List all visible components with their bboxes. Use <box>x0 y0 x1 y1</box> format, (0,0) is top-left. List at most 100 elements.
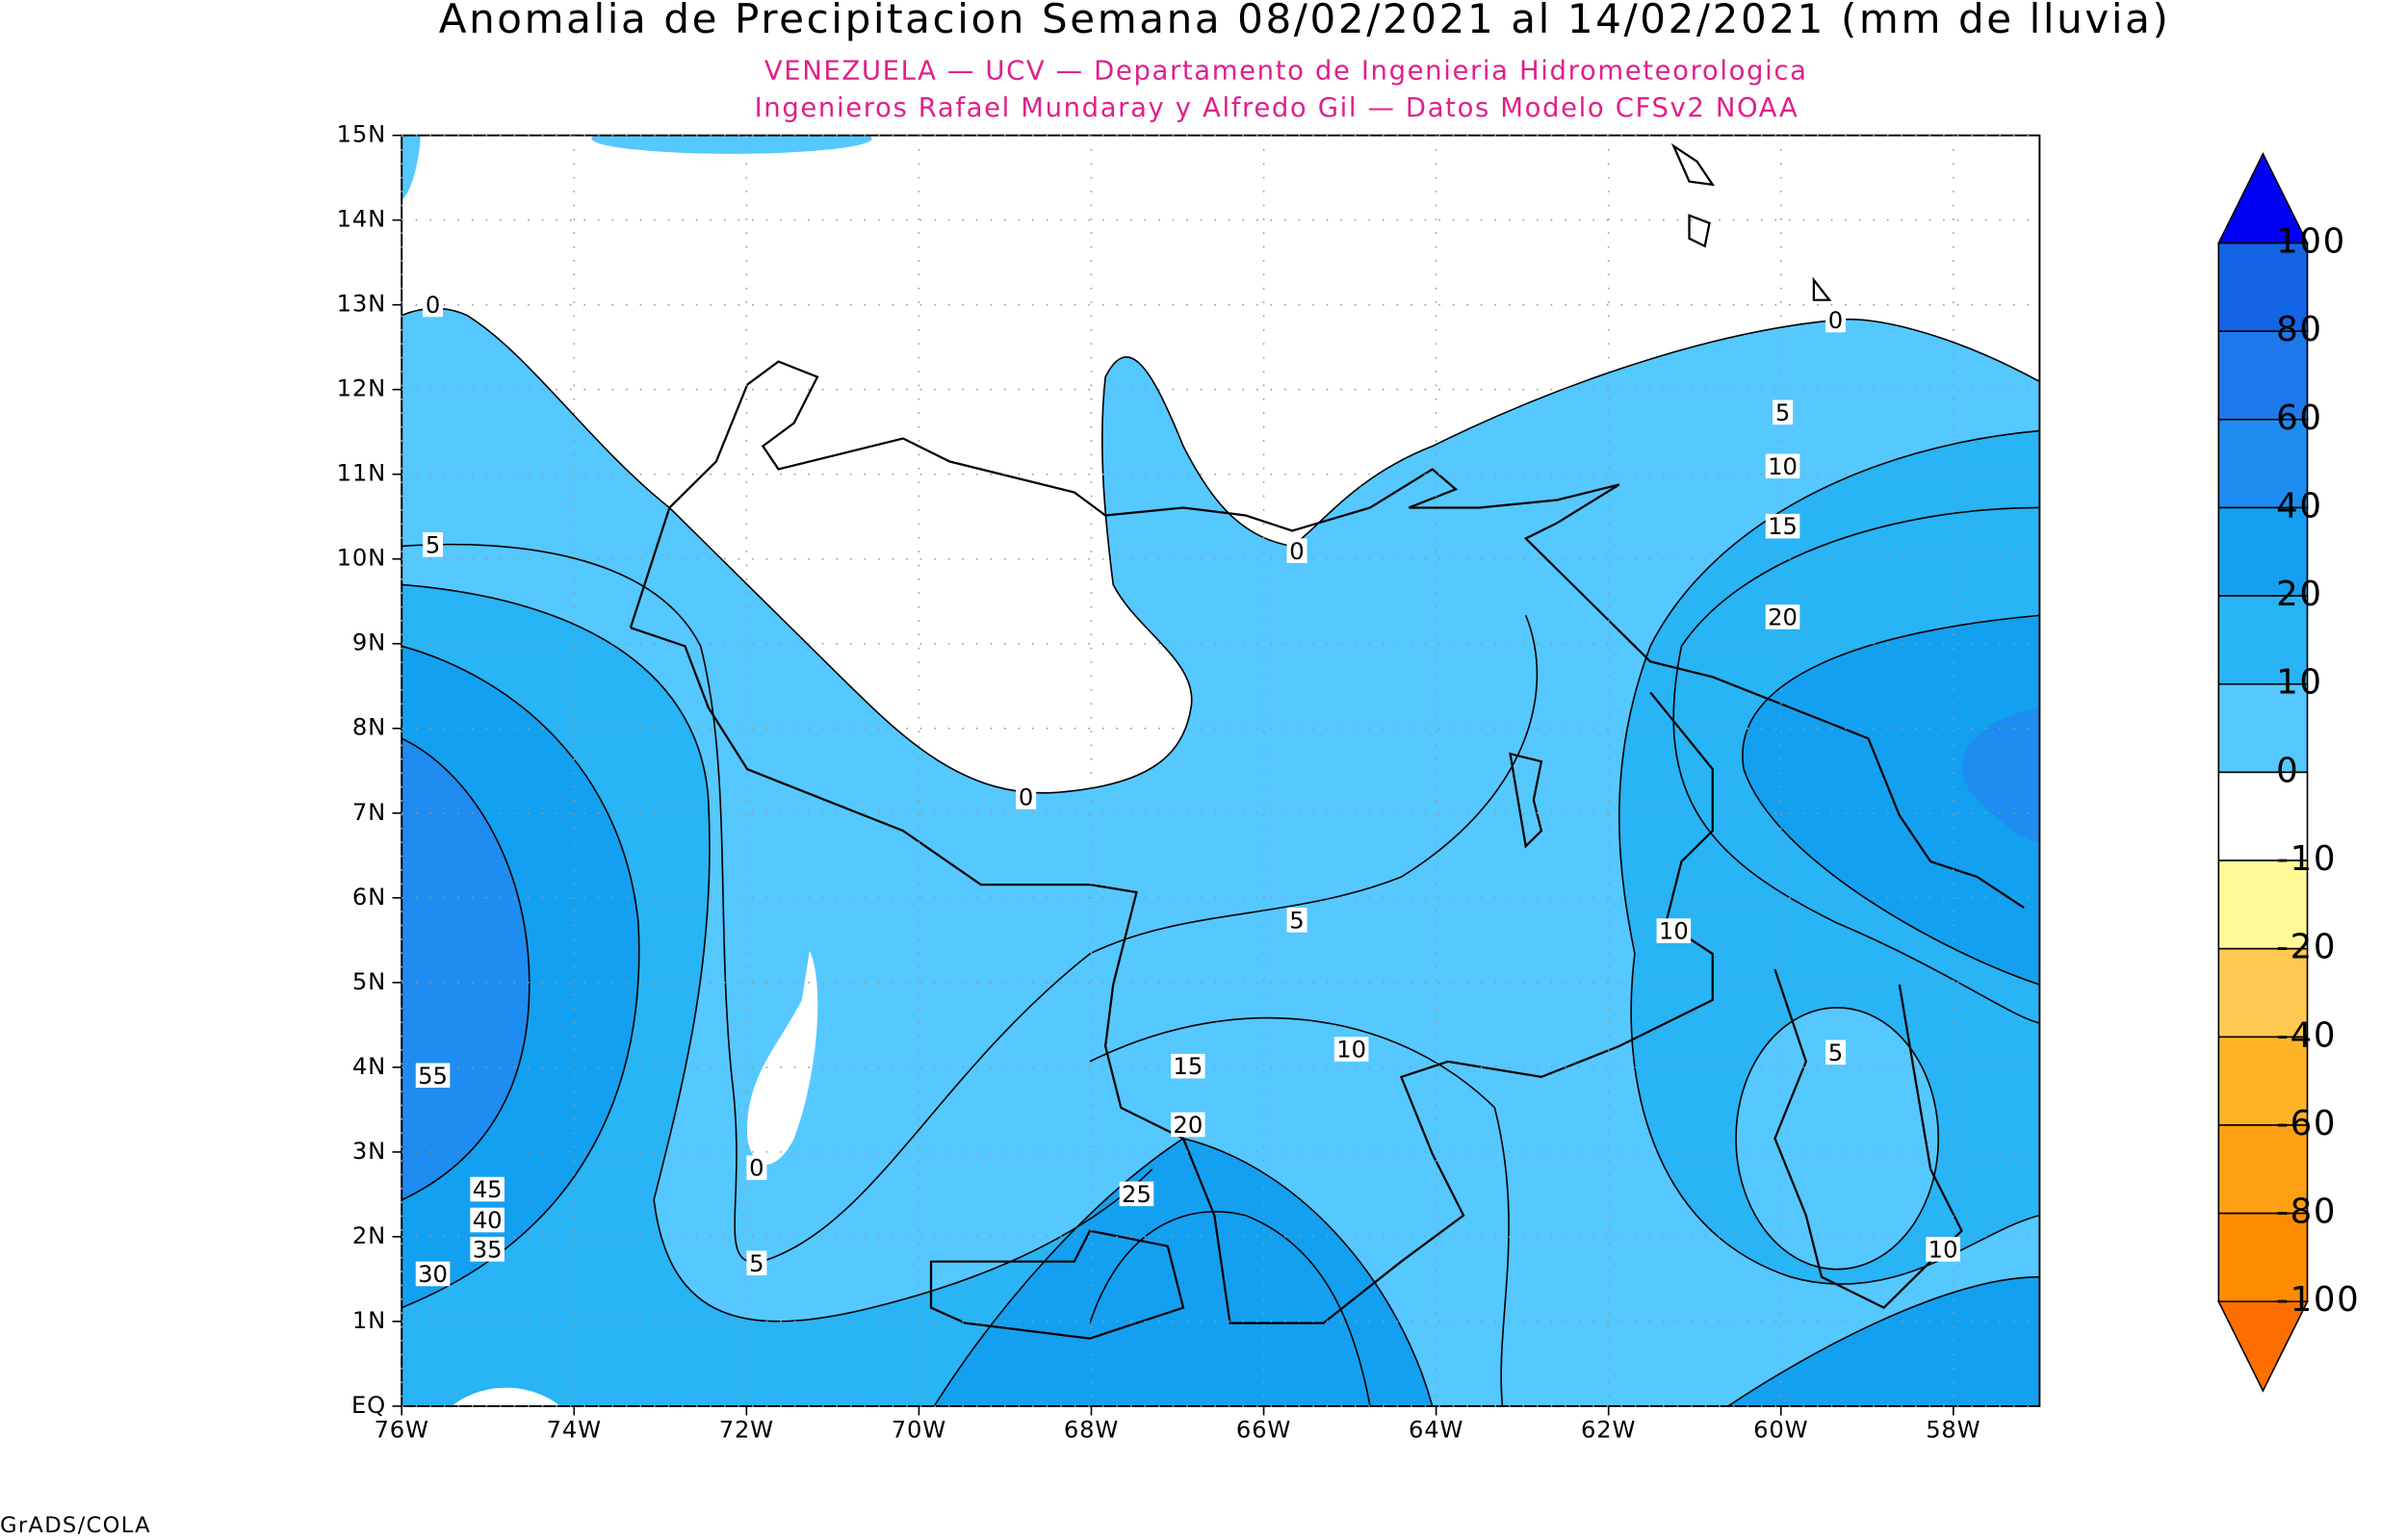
contour-label-bg <box>1286 908 1307 933</box>
contour-label-bg <box>470 1237 505 1262</box>
x-tick-label: 74W <box>547 1417 602 1444</box>
contour-label: 0 <box>749 1155 764 1182</box>
contour-label-bg <box>1171 1112 1205 1138</box>
contour-label: 5 <box>426 532 440 559</box>
contour-label: 0 <box>1828 307 1843 334</box>
contour-label-bg <box>1926 1237 1960 1262</box>
axes: 76W 74W 72W 70W 68W 66W 64W 62W 60W 58W EQ 1N 2N 3N 4N… <box>337 121 2040 1444</box>
contour-label-bg <box>1286 538 1307 564</box>
y-tick-label: 8N <box>352 714 386 741</box>
x-tick-label: 66W <box>1236 1417 1291 1444</box>
colorbar-box <box>2217 771 2309 861</box>
contour-label-bg <box>1765 453 1800 479</box>
contour-label-bg <box>1773 399 1794 425</box>
contour-label-bg <box>1825 307 1847 333</box>
y-tick-label: EQ <box>351 1392 386 1419</box>
colorbar-box <box>2217 1212 2309 1303</box>
contour-label: 0 <box>1289 538 1304 565</box>
colorbar-box <box>2217 595 2309 685</box>
y-tick-label: 5N <box>352 968 386 995</box>
x-tick-label: 76W <box>375 1417 429 1444</box>
colorbar-label: 60 <box>2276 398 2322 438</box>
y-tick-label: 2N <box>352 1222 386 1249</box>
contour-label: 20 <box>1173 1112 1203 1139</box>
contour-label: 10 <box>1768 453 1798 480</box>
contour-label: 40 <box>473 1207 503 1234</box>
colorbar-box <box>2217 419 2309 509</box>
coastline <box>629 142 2025 1340</box>
colorbar-box <box>2217 1124 2309 1215</box>
contour-label-bg <box>415 1261 451 1287</box>
contour-label: 10 <box>1659 918 1689 945</box>
contour-label-bg <box>1016 784 1037 809</box>
contour-label: 5 <box>1775 399 1790 426</box>
y-tick-label: 10N <box>337 545 386 572</box>
contour-label: 15 <box>1173 1053 1203 1080</box>
subtitle: Ingenieros Rafael Mundaray y Alfredo Gil… <box>755 93 1799 123</box>
x-tick-label: 58W <box>1926 1417 1980 1444</box>
contour-label: 25 <box>1122 1181 1152 1208</box>
contour-label-bg <box>423 292 444 318</box>
contour-label: 10 <box>1928 1237 1958 1264</box>
x-tick-label: 64W <box>1409 1417 1463 1444</box>
y-tick-label: 6N <box>352 884 386 911</box>
colorbar-label: -40 <box>2276 1015 2337 1055</box>
contour-label-bg <box>423 532 444 557</box>
colorbar-label: 80 <box>2276 310 2322 349</box>
y-tick-label: 11N <box>337 460 386 487</box>
y-tick-label: 7N <box>352 799 386 826</box>
x-tick-label: 72W <box>719 1417 774 1444</box>
colorbar-label: 10 <box>2276 663 2322 703</box>
title: Anomalia de Precipitacion Semana 08/02/2… <box>439 0 2171 42</box>
contour-label: 55 <box>418 1063 448 1090</box>
colorbar-label: -100 <box>2276 1280 2360 1320</box>
x-tick-label: 70W <box>892 1417 946 1444</box>
colorbar-box <box>2217 860 2309 950</box>
colorbar-label: -60 <box>2276 1104 2337 1143</box>
contour-label: 5 <box>749 1250 764 1277</box>
contour-label: 0 <box>426 292 440 319</box>
contour-label: 5 <box>1289 908 1304 935</box>
colorbar-label: 40 <box>2276 487 2322 526</box>
y-tick-label: 1N <box>352 1307 386 1334</box>
colorbar-label: -80 <box>2276 1193 2337 1232</box>
contour-label-bg <box>1656 918 1692 943</box>
colorbar-label: -10 <box>2276 839 2337 879</box>
x-tick-label: 68W <box>1064 1417 1119 1444</box>
y-tick-label: 12N <box>337 375 386 402</box>
y-tick-label: 14N <box>337 206 386 233</box>
contour-label: 30 <box>418 1261 448 1288</box>
map-frame <box>401 134 2041 1407</box>
contour-label-bg <box>470 1207 505 1233</box>
contour-label-bg <box>470 1176 505 1202</box>
contour-label-bg <box>1333 1037 1369 1062</box>
shaded-field <box>401 135 2040 1406</box>
contour-label: 0 <box>1019 784 1033 811</box>
contour-label: 15 <box>1768 513 1798 540</box>
x-tick-label: 60W <box>1753 1417 1808 1444</box>
contour-label: 5 <box>1828 1040 1843 1066</box>
y-tick-label: 13N <box>337 291 386 318</box>
y-tick-label: 15N <box>337 121 386 148</box>
contour-labels: 0 0 5 10 15 20 5 0 0 5 10 10 5 15 55 20 0 45 25 40 35 5 10 30 <box>415 292 1960 1288</box>
footer: GrADS/COLA <box>0 1513 151 1538</box>
y-tick-label: 3N <box>352 1138 386 1165</box>
contour-label: 35 <box>473 1237 503 1264</box>
y-tick-label: 4N <box>352 1053 386 1080</box>
colorbar-label: 100 <box>2276 222 2346 262</box>
contour-label: 10 <box>1336 1037 1366 1064</box>
contour-label-bg <box>1119 1181 1154 1207</box>
contour-label-bg <box>1825 1040 1847 1065</box>
y-tick-label: 9N <box>352 629 386 656</box>
colorbar-arrow <box>2217 1300 2309 1393</box>
colorbar-label: 20 <box>2276 575 2322 614</box>
colorbar-box <box>2217 242 2309 332</box>
x-tick-label: 62W <box>1581 1417 1636 1444</box>
contour-label-bg <box>1765 604 1800 629</box>
contour-label: 20 <box>1768 604 1798 631</box>
colorbar-label: -20 <box>2276 928 2337 967</box>
contour-label-bg <box>415 1063 451 1089</box>
